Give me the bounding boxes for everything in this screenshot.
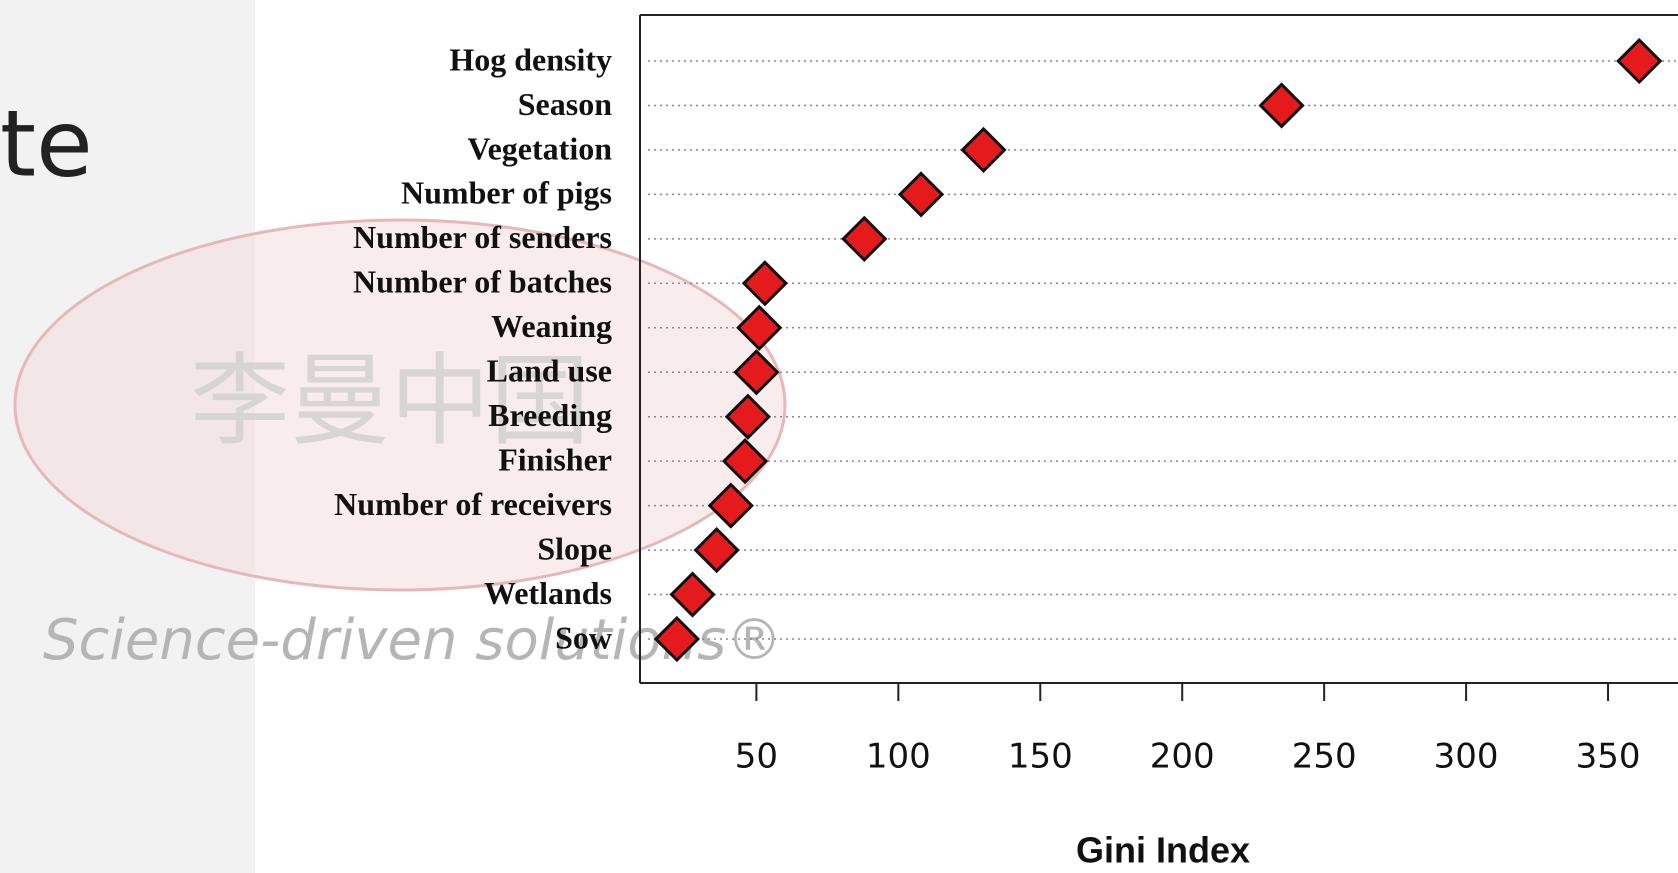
chart: 50 100 150 200 250 300 350 Gini Index Hog densit… — [334, 15, 1678, 871]
x-tick-label: 50 — [735, 737, 778, 777]
slide-title: te — [0, 90, 93, 197]
y-category-label: Weaning — [491, 308, 612, 344]
y-category-label: Hog density — [449, 41, 612, 77]
x-tick-label: 300 — [1434, 737, 1499, 777]
dot-marker — [1261, 84, 1303, 126]
y-category-label: Sow — [555, 619, 612, 655]
x-tick-label: 100 — [866, 737, 931, 777]
y-category-label: Breeding — [488, 397, 612, 433]
slide: te 李曼中国 Science-driven solutions® 501001… — [0, 0, 1678, 873]
x-tick-label: 200 — [1150, 737, 1215, 777]
y-category-label: Number of senders — [353, 219, 612, 255]
x-tick-label: 250 — [1292, 737, 1357, 777]
x-tick-label: 350 — [1576, 737, 1641, 777]
dot-marker — [1618, 40, 1660, 82]
y-category-label: Number of batches — [353, 264, 612, 300]
dot-marker — [696, 529, 738, 571]
page: {"slide": {"title_fragment": "te", "wate… — [0, 0, 1678, 873]
y-category-label: Number of pigs — [401, 175, 612, 211]
y-category-label: Season — [518, 86, 612, 122]
y-category-label: Land use — [487, 353, 612, 389]
dot-marker — [744, 262, 786, 304]
y-category-label: Finisher — [498, 441, 612, 477]
x-tick-label: 150 — [1008, 737, 1073, 777]
y-category-label: Slope — [537, 530, 612, 566]
dot-marker — [843, 218, 885, 260]
y-category-label: Number of receivers — [334, 486, 612, 522]
dot-marker — [962, 129, 1004, 171]
y-category-label: Vegetation — [467, 130, 612, 166]
y-category-label: Wetlands — [484, 575, 612, 611]
x-axis-title: Gini Index — [1076, 830, 1250, 871]
dot-marker — [900, 173, 942, 215]
